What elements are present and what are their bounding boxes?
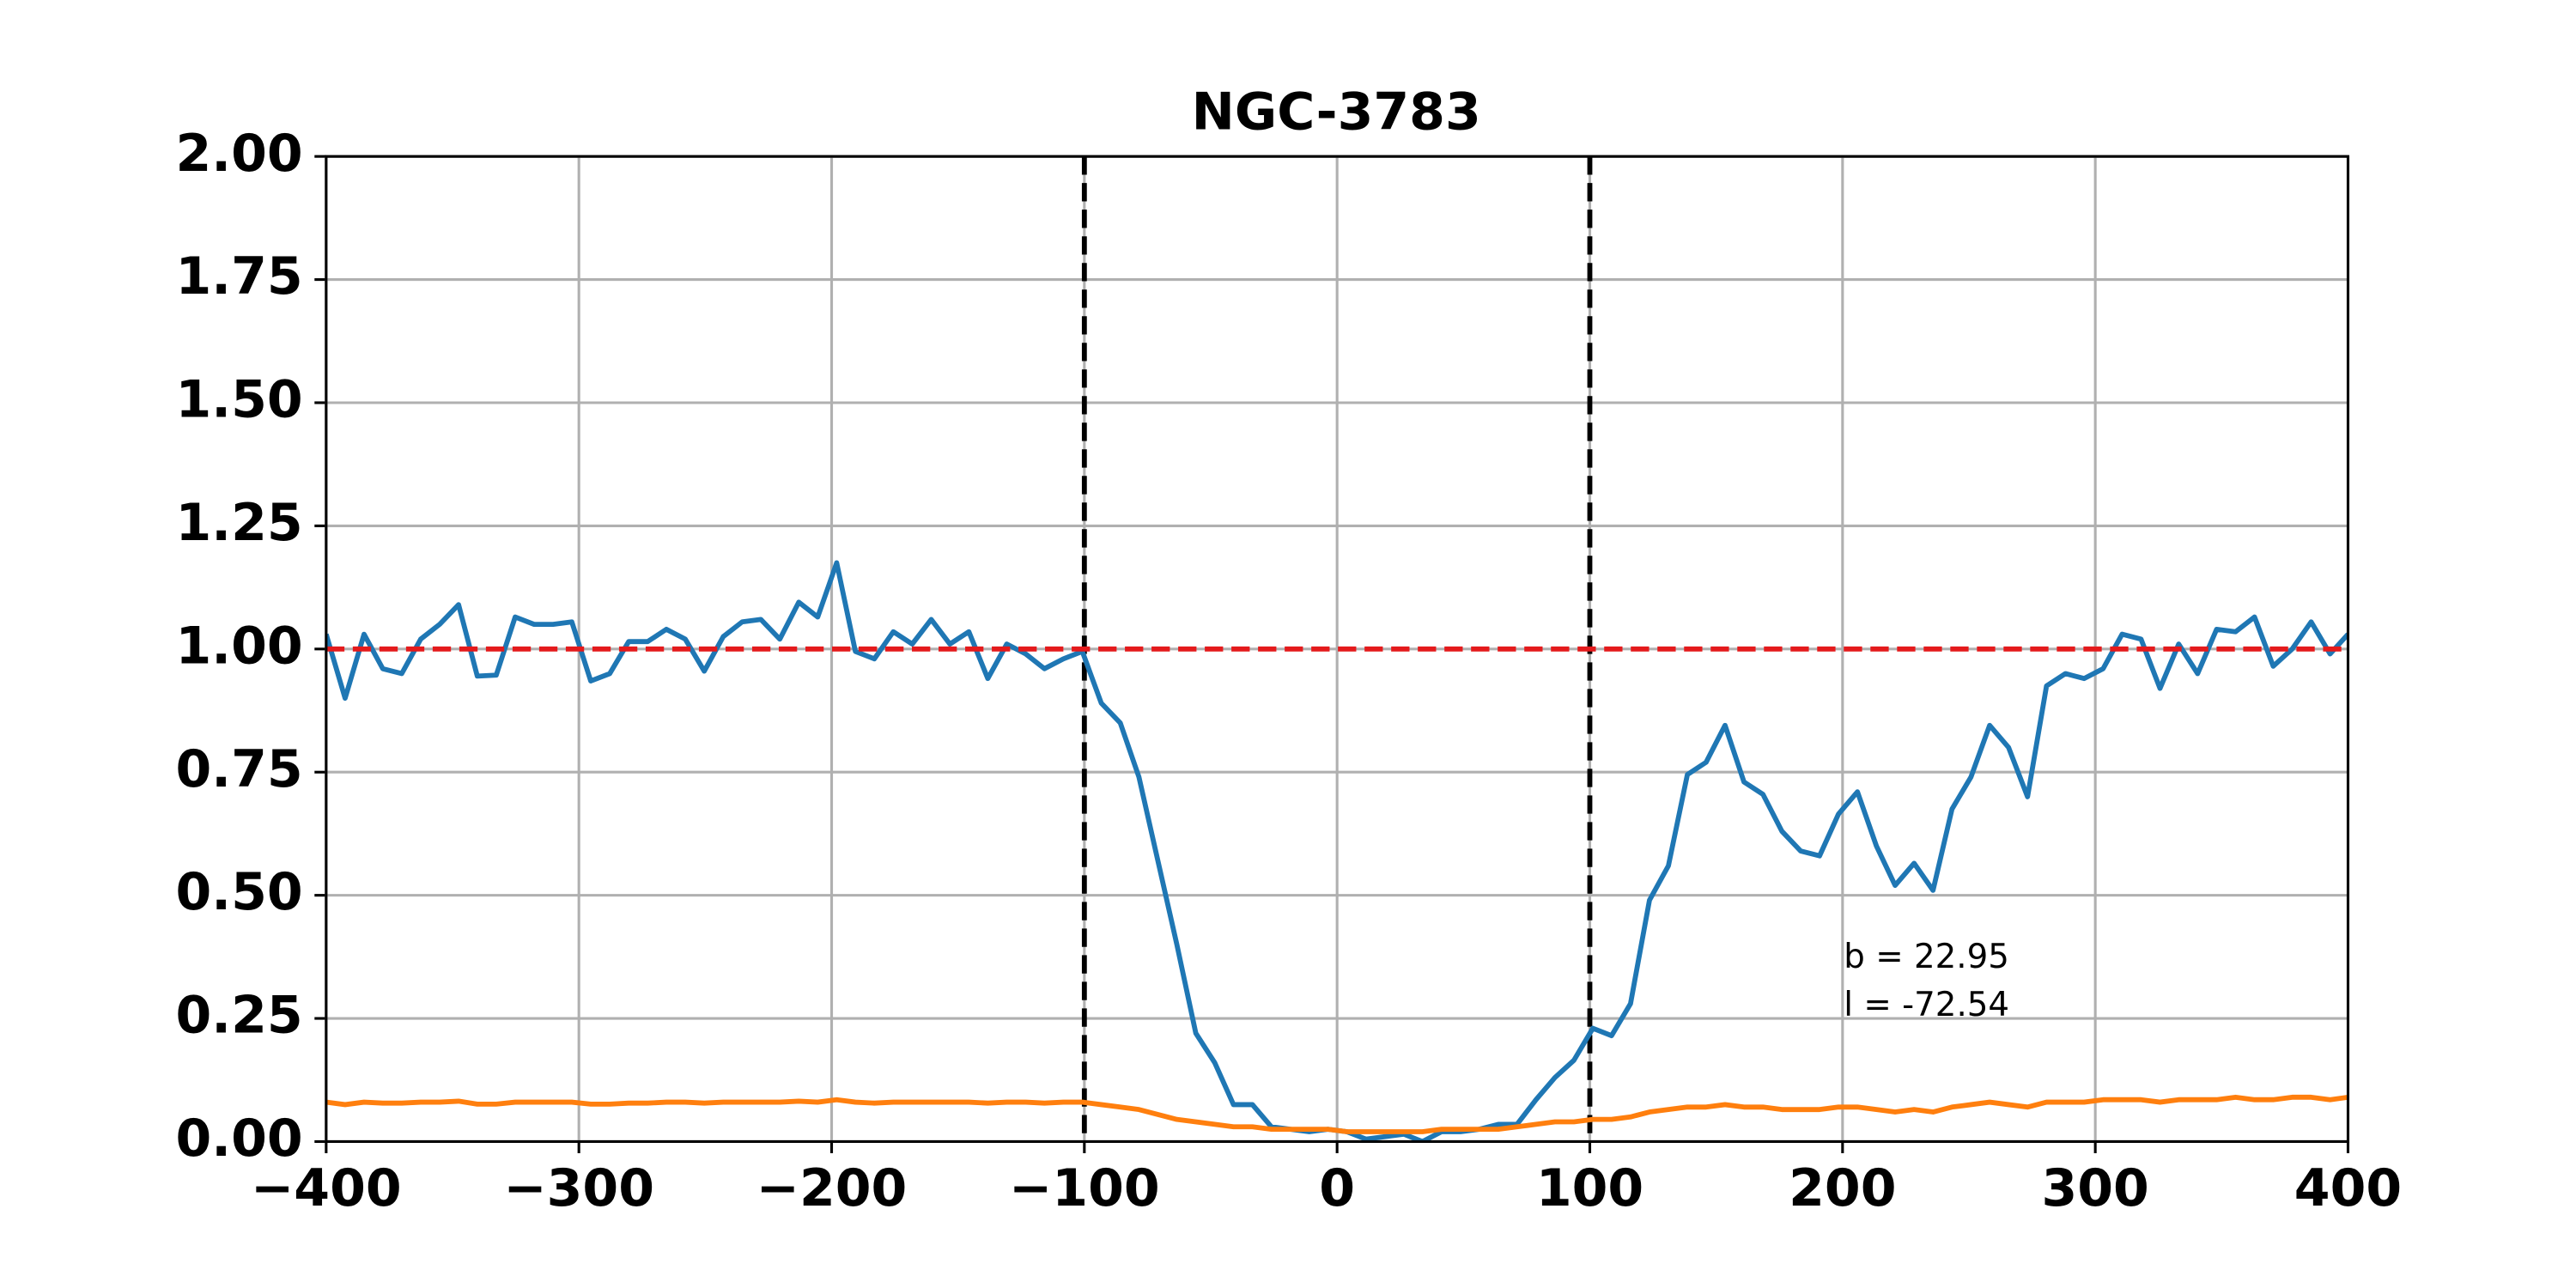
y-tick-label: 1.75 [176,246,303,307]
y-tick-label: 0.00 [176,1109,303,1169]
x-tick-label: 300 [2041,1158,2148,1218]
x-tick-label: −100 [1009,1158,1160,1218]
annotation: b = 22.95 [1844,938,2009,976]
y-tick-label: 0.50 [176,862,303,922]
x-tick-label: 400 [2294,1158,2402,1218]
y-tick-label: 0.75 [176,739,303,799]
y-tick-label: 1.25 [176,493,303,553]
plot-frame [325,155,2350,1144]
annotation: l = -72.54 [1844,986,2009,1024]
y-tick-label: 2.00 [176,124,303,184]
y-tick-label: 1.50 [176,370,303,430]
chart-title: NGC-3783 [1192,82,1481,142]
x-tick-label: 100 [1536,1158,1643,1218]
x-tick-label: 0 [1319,1158,1355,1218]
x-tick-label: 200 [1789,1158,1896,1218]
y-tick-label: 1.00 [176,616,303,676]
data-line [325,1094,2348,1134]
x-tick-label: −300 [503,1158,654,1218]
x-tick-label: −200 [756,1158,908,1218]
y-tick-label: 0.25 [176,986,303,1046]
x-tick-label: −400 [251,1158,402,1218]
